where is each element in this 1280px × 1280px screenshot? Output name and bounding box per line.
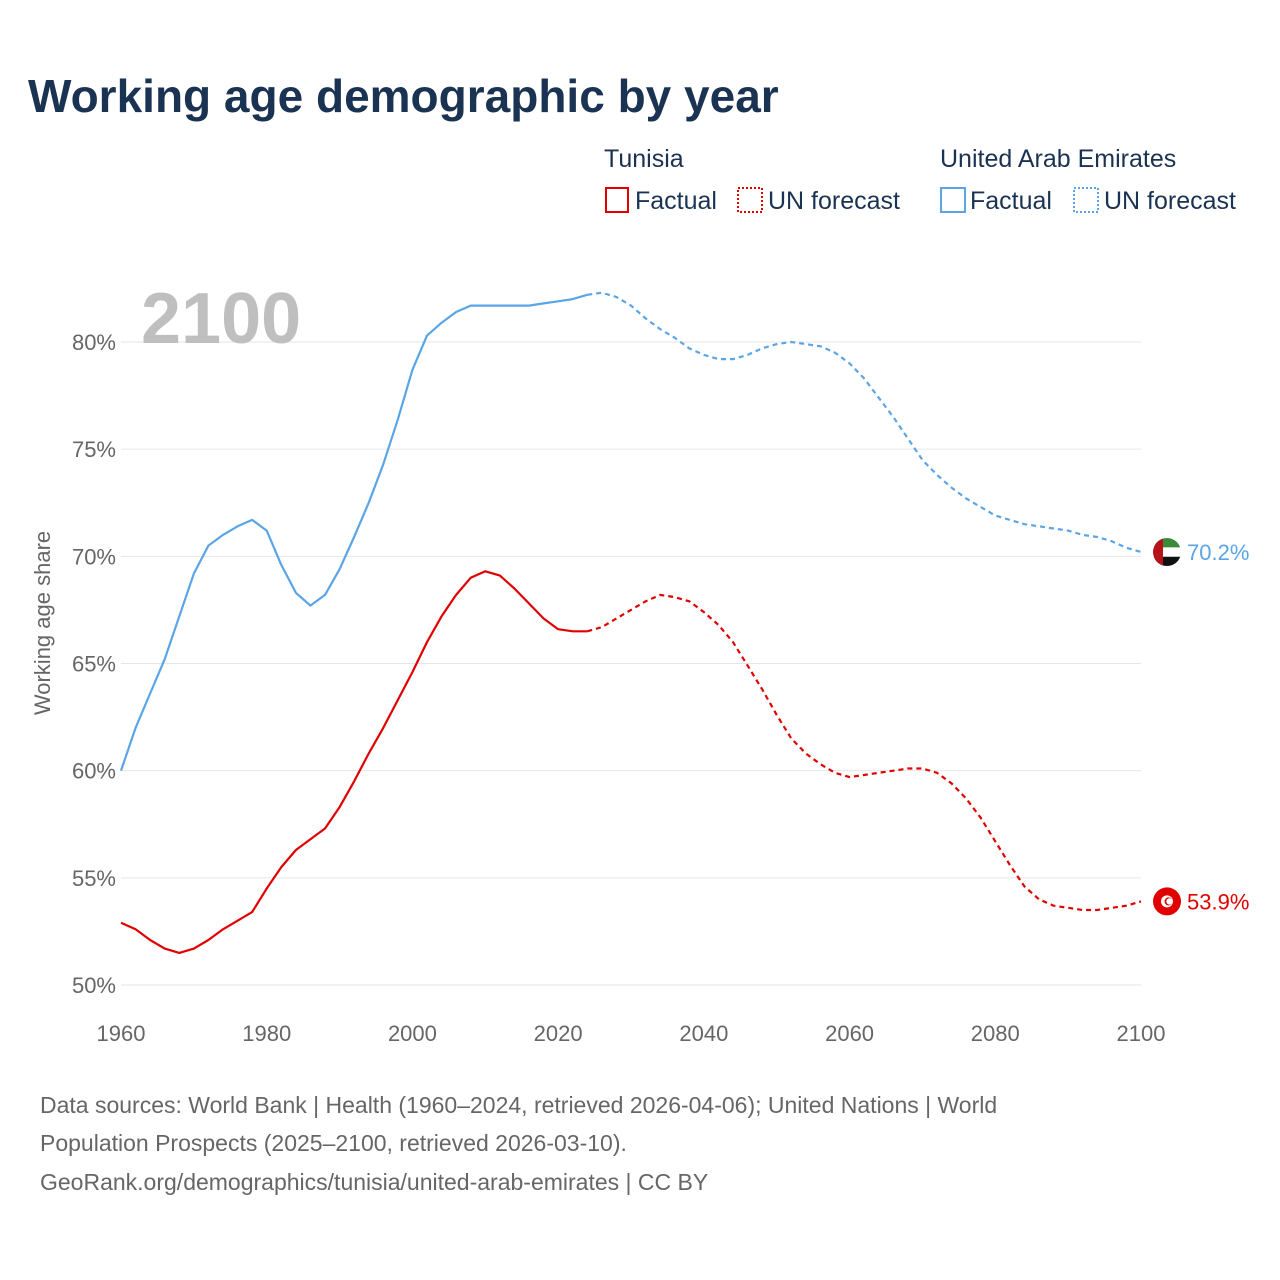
y-tick-label-75: 75% xyxy=(72,437,116,462)
y-tick-label-50: 50% xyxy=(72,973,116,998)
y-axis-ticks: 50% 55% 60% 65% 70% 75% 80% xyxy=(72,330,116,998)
x-tick-label-2020: 2020 xyxy=(534,1021,583,1046)
y-tick-label-65: 65% xyxy=(72,652,116,677)
chart-title: Working age demographic by year xyxy=(28,70,779,122)
legend: Tunisia Factual UN forecast United Arab … xyxy=(604,145,1236,215)
series-line-uae-forecast[interactable] xyxy=(587,291,1142,554)
x-tick-label-2060: 2060 xyxy=(825,1021,874,1046)
source-line-3[interactable]: GeoRank.org/demographics/tunisia/united-… xyxy=(40,1169,708,1195)
series-line-tunisia-factual[interactable] xyxy=(120,570,588,954)
y-tick-label-60: 60% xyxy=(72,759,116,784)
year-watermark: 2100 xyxy=(141,279,301,359)
legend-label-uae-forecast[interactable]: UN forecast xyxy=(1104,187,1236,215)
legend-swatch-uae-factual[interactable] xyxy=(940,187,966,213)
y-tick-label-70: 70% xyxy=(72,544,116,569)
end-value-label-tunisia: 53.9% xyxy=(1187,889,1249,914)
x-tick-label-2040: 2040 xyxy=(679,1021,728,1046)
legend-label-tunisia-forecast[interactable]: UN forecast xyxy=(768,187,900,215)
end-value-label-uae: 70.2% xyxy=(1187,540,1249,565)
source-line-1: Data sources: World Bank | Health (1960–… xyxy=(40,1092,997,1118)
legend-swatch-tunisia-forecast[interactable] xyxy=(737,187,763,213)
legend-group-title-uae: United Arab Emirates xyxy=(940,145,1176,173)
x-tick-label-2000: 2000 xyxy=(388,1021,437,1046)
legend-label-uae-factual[interactable]: Factual xyxy=(970,187,1052,215)
flag-marker-tunisia xyxy=(1153,887,1181,916)
series-line-tunisia-forecast[interactable] xyxy=(586,593,1142,912)
y-axis-label: Working age share xyxy=(30,531,55,715)
x-tick-label-2100: 2100 xyxy=(1117,1021,1166,1046)
x-axis-ticks: 1960 1980 2000 2020 2040 2060 2080 2100 xyxy=(97,1021,1166,1046)
legend-label-tunisia-factual[interactable]: Factual xyxy=(635,187,717,215)
flag-marker-uae xyxy=(1153,538,1181,567)
gridlines xyxy=(121,341,1141,986)
legend-group-title-tunisia: Tunisia xyxy=(604,145,684,173)
x-tick-label-1960: 1960 xyxy=(97,1021,146,1046)
source-line-2: Population Prospects (2025–2100, retriev… xyxy=(40,1130,627,1156)
end-markers: 53.9% 70.2% xyxy=(1153,538,1249,916)
y-tick-label-80: 80% xyxy=(72,330,116,355)
series-lines xyxy=(119,291,1142,954)
sources: Data sources: World Bank | Health (1960–… xyxy=(40,1092,997,1195)
series-line-uae-factual[interactable] xyxy=(119,293,588,772)
y-tick-label-55: 55% xyxy=(72,866,116,891)
legend-swatch-uae-forecast[interactable] xyxy=(1073,187,1099,213)
x-tick-label-1980: 1980 xyxy=(242,1021,291,1046)
legend-swatch-tunisia-factual[interactable] xyxy=(605,187,629,213)
x-tick-label-2080: 2080 xyxy=(971,1021,1020,1046)
